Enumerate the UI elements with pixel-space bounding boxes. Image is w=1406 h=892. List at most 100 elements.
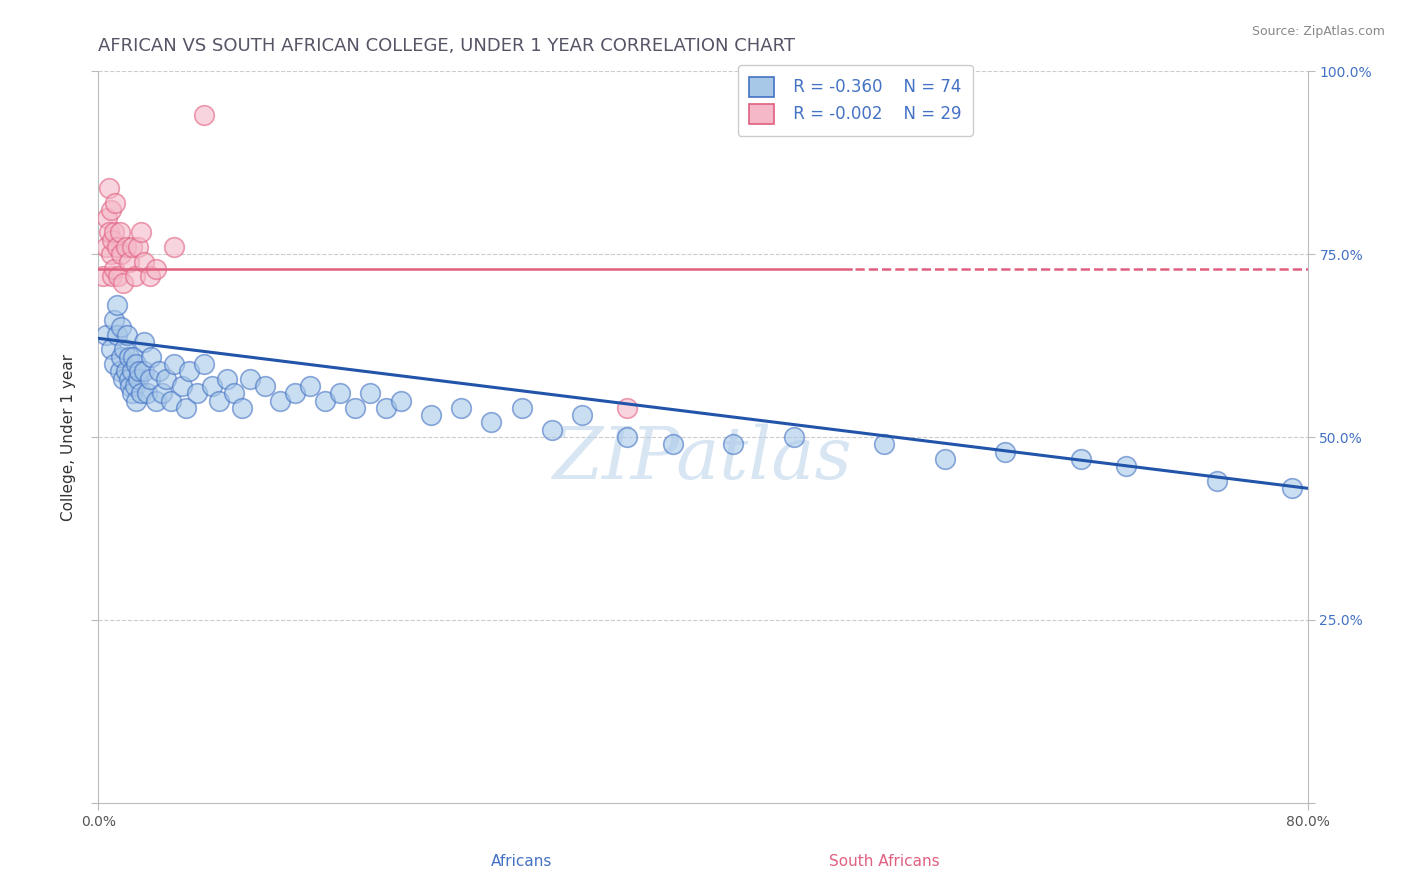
Point [481,416,503,430]
Point [139,269,162,284]
Point [510,401,533,415]
Point [145,393,167,408]
Point [208,393,231,408]
Point [994,444,1017,458]
Point [115,327,138,342]
Point [783,430,806,444]
Point [127,371,149,385]
Point [121,364,143,378]
Point [103,313,125,327]
Point [1115,459,1137,474]
Point [873,437,896,451]
Point [111,371,134,385]
Point [329,386,352,401]
Point [571,408,593,422]
Point [114,364,136,378]
Point [105,327,128,342]
Point [174,401,197,415]
Point [145,261,167,276]
Point [101,233,124,247]
Point [100,343,122,357]
Text: ZIPatlas: ZIPatlas [553,424,853,494]
Point [110,350,132,364]
Point [163,357,186,371]
Point [344,401,367,415]
Y-axis label: College, Under 1 year: College, Under 1 year [60,353,76,521]
Point [108,364,131,378]
Point [148,364,170,378]
Point [150,386,173,401]
Point [125,357,148,371]
Point [127,240,149,254]
Point [186,386,208,401]
Point [108,225,131,239]
Point [420,408,443,422]
Point [1281,481,1303,495]
Point [110,247,132,261]
Point [91,269,114,284]
Point [128,364,150,378]
Point [100,203,122,218]
Point [239,371,262,385]
Point [723,437,745,451]
Text: South Africans: South Africans [830,854,939,869]
Point [98,181,121,195]
Point [118,254,141,268]
Point [389,393,412,408]
Point [360,386,382,401]
Point [193,108,215,122]
Point [103,225,125,239]
Point [314,393,336,408]
Point [139,371,162,385]
Point [125,393,148,408]
Point [129,225,152,239]
Point [661,437,683,451]
Point [124,269,146,284]
Point [94,240,117,254]
Point [231,401,253,415]
Text: Africans: Africans [491,854,553,869]
Point [224,386,246,401]
Point [284,386,307,401]
Point [122,350,145,364]
Point [1070,452,1092,467]
Point [121,240,143,254]
Point [163,240,186,254]
Point [120,379,142,393]
Point [201,379,224,393]
Point [374,401,396,415]
Point [103,357,125,371]
Point [100,247,122,261]
Point [616,430,638,444]
Legend:  R = -0.360    N = 74,  R = -0.002    N = 29: R = -0.360 N = 74, R = -0.002 N = 29 [738,65,973,136]
Point [94,327,117,342]
Text: Source: ZipAtlas.com: Source: ZipAtlas.com [1251,25,1385,38]
Point [132,334,155,349]
Point [101,269,124,284]
Point [193,357,215,371]
Point [450,401,472,415]
Point [616,401,638,415]
Point [107,269,129,284]
Point [114,240,136,254]
Point [299,379,322,393]
Point [98,225,121,239]
Point [111,277,134,291]
Point [1206,474,1229,488]
Point [104,196,127,211]
Point [155,371,177,385]
Point [132,364,155,378]
Point [132,254,155,268]
Point [105,298,128,312]
Point [170,379,193,393]
Point [105,240,128,254]
Point [179,364,201,378]
Point [118,371,141,385]
Point [96,211,118,225]
Point [124,379,146,393]
Point [121,386,143,401]
Point [135,386,157,401]
Point [540,423,562,437]
Point [269,393,291,408]
Point [141,350,163,364]
